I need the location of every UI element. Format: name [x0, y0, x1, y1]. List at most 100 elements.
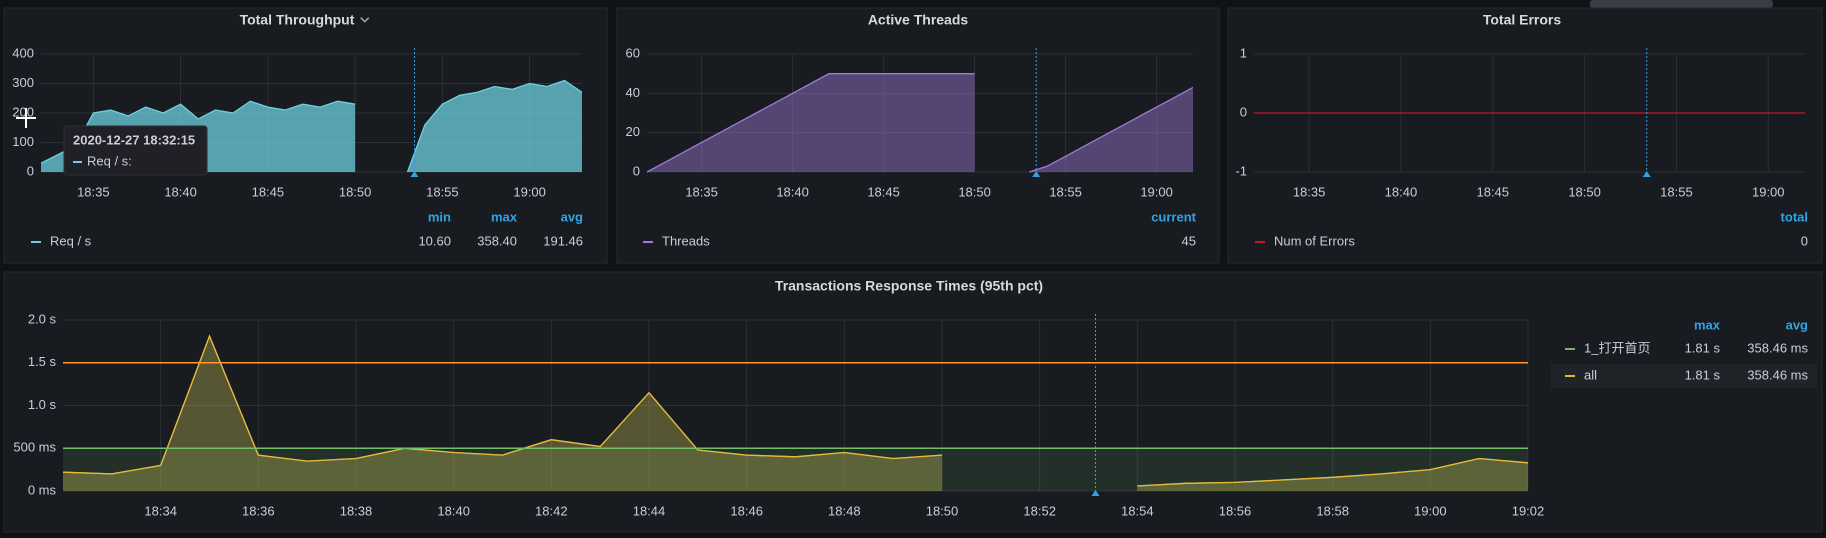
x-tick-label: 18:40	[1385, 184, 1418, 199]
cursor	[16, 108, 36, 128]
annotation-marker	[1091, 490, 1100, 496]
annotation-marker	[410, 171, 419, 177]
series-line	[646, 73, 975, 173]
y-tick-label: 500 ms	[13, 440, 56, 455]
tooltip-label: Req / s:	[87, 153, 132, 168]
x-tick-label: 18:35	[77, 184, 110, 199]
x-tick-label: 19:00	[1414, 503, 1447, 518]
y-tick-label: 300	[12, 75, 34, 90]
panel	[3, 271, 1823, 533]
tooltip-box	[63, 125, 208, 176]
x-tick-label: 18:54	[1121, 503, 1154, 518]
legend-value: 358.46 ms	[1747, 340, 1808, 355]
x-tick-label: 18:44	[633, 503, 666, 518]
x-tick-label: 18:46	[730, 503, 763, 518]
x-tick-label: 18:35	[1293, 184, 1326, 199]
legend-value: 0	[1801, 233, 1808, 248]
x-tick-label: 18:42	[535, 503, 568, 518]
x-tick-label: 18:50	[958, 184, 991, 199]
x-tick-label: 18:50	[339, 184, 372, 199]
y-tick-label: 400	[12, 45, 34, 60]
tooltip-swatch	[73, 161, 82, 163]
series-line	[62, 334, 943, 475]
legend-header: current	[1151, 209, 1196, 224]
x-tick-label: 18:38	[340, 503, 373, 518]
x-tick-label: 18:45	[867, 184, 900, 199]
legend-row-highlight	[1551, 364, 1817, 388]
x-tick-label: 18:36	[242, 503, 275, 518]
y-tick-label: 1.5 s	[28, 354, 57, 369]
y-tick-label: 0 ms	[28, 482, 57, 497]
y-tick-label: 200	[12, 104, 34, 119]
top-tab	[1590, 0, 1773, 8]
panel-title[interactable]: Active Threads	[868, 12, 969, 28]
panel-title[interactable]: Total Errors	[1483, 12, 1562, 28]
x-tick-label: 18:50	[926, 503, 959, 518]
annotation-marker	[1032, 171, 1041, 177]
x-tick-label: 18:34	[144, 503, 177, 518]
tooltip: 2020-12-27 18:32:15 Req / s:	[63, 125, 208, 176]
x-tick-label: 18:50	[1568, 184, 1601, 199]
series-line	[1028, 86, 1194, 173]
tooltip-time: 2020-12-27 18:32:15	[73, 132, 195, 147]
panel-title[interactable]: Total Throughput	[240, 12, 355, 28]
legend-value: 358.46 ms	[1747, 367, 1808, 382]
x-tick-label: 18:55	[1049, 184, 1082, 199]
x-tick-label: 19:00	[513, 184, 546, 199]
series-area	[407, 80, 582, 172]
annotation-marker	[1642, 171, 1651, 177]
legend-header: min	[428, 209, 451, 224]
x-tick-label: 18:40	[437, 503, 470, 518]
x-tick-label: 18:40	[776, 184, 809, 199]
series-line	[1137, 457, 1529, 487]
panel-title[interactable]: Transactions Response Times (95th pct)	[775, 278, 1043, 294]
series-area	[63, 336, 942, 491]
legend-value: 45	[1182, 233, 1196, 248]
y-tick-label: 20	[626, 124, 640, 139]
y-tick-label: 0	[633, 163, 640, 178]
x-tick-label: 19:00	[1140, 184, 1173, 199]
series-line	[40, 100, 356, 164]
y-tick-label: 2.0 s	[28, 311, 57, 326]
panel	[616, 7, 1220, 264]
legend-value: 1.81 s	[1685, 340, 1721, 355]
legend-name[interactable]: Num of Errors	[1274, 233, 1355, 248]
legend-header: avg	[561, 209, 583, 224]
series-area	[647, 73, 975, 172]
y-tick-label: 0	[27, 163, 34, 178]
x-tick-label: 18:45	[1476, 184, 1509, 199]
series-area	[1029, 87, 1193, 172]
legend-header: avg	[1786, 317, 1808, 332]
legend-value: 10.60	[418, 233, 451, 248]
x-tick-label: 18:55	[1660, 184, 1693, 199]
legend-name[interactable]: all	[1584, 367, 1597, 382]
legend-name[interactable]: Threads	[662, 233, 710, 248]
y-tick-label: 1.0 s	[28, 397, 57, 412]
y-tick-label: 100	[12, 134, 34, 149]
x-tick-label: 19:02	[1512, 503, 1545, 518]
x-tick-label: 18:52	[1023, 503, 1056, 518]
legend-name[interactable]: 1_打开首页	[1584, 340, 1650, 355]
legend-name[interactable]: Req / s	[50, 233, 92, 248]
x-tick-label: 18:40	[164, 184, 197, 199]
x-tick-label: 18:45	[252, 184, 285, 199]
x-tick-label: 18:55	[426, 184, 459, 199]
threshold-fill	[63, 448, 1528, 491]
legend-value: 191.46	[543, 233, 583, 248]
y-tick-label: 60	[626, 45, 640, 60]
x-tick-label: 18:58	[1316, 503, 1349, 518]
panel	[1227, 7, 1823, 264]
legend-header: total	[1781, 209, 1808, 224]
legend-header: max	[491, 209, 518, 224]
x-tick-label: 18:56	[1219, 503, 1252, 518]
y-tick-label: 0	[1240, 104, 1247, 119]
x-tick-label: 18:35	[685, 184, 718, 199]
legend-value: 1.81 s	[1685, 367, 1721, 382]
y-tick-label: 40	[626, 85, 640, 100]
legend-value: 358.40	[477, 233, 517, 248]
title-menu-icon[interactable]	[360, 17, 370, 23]
y-tick-label: 1	[1240, 45, 1247, 60]
x-tick-label: 18:48	[828, 503, 861, 518]
series-area	[63, 336, 942, 491]
